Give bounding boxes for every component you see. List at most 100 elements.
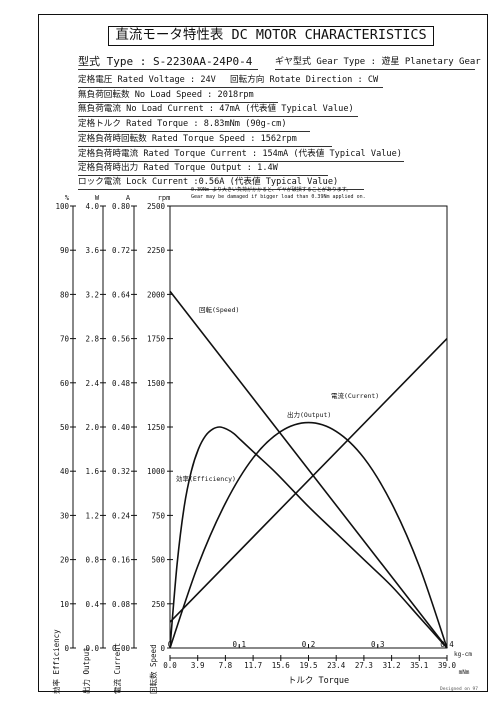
efficiency-tick-label: 100 (55, 202, 69, 211)
output-unit-label: W (95, 194, 100, 202)
current-tick-label: 0.16 (112, 556, 131, 565)
spec-underline (78, 189, 364, 190)
gear-warning-en: Gear may be damaged if bigger load than … (191, 194, 366, 200)
output-tick-label: 2.4 (85, 379, 99, 388)
torque-mnm-tick-label: 19.5 (299, 661, 317, 670)
torque-kgcm-tick-label: 0.3 (371, 640, 385, 649)
current-tick-label: 0.08 (112, 600, 131, 609)
torque-kgcm-tick-label: 0.4 (440, 640, 454, 649)
output-tick-label: 1.2 (85, 511, 99, 520)
spec-rotate-direction: 回転方向 Rotate Direction : CW (230, 75, 379, 85)
spec-rated-torque-output: 定格負荷時出力 Rated Torque Output : 1.4W (78, 163, 278, 173)
current-tick-label: 0.32 (112, 467, 130, 476)
efficiency-unit-label: % (65, 194, 70, 202)
efficiency-tick-label: 50 (60, 423, 70, 432)
torque-axis-title: トルク Torque (288, 676, 349, 686)
spec-underline (78, 102, 278, 103)
speed-tick-label: 250 (151, 600, 165, 609)
current-tick-label: 0.72 (112, 246, 130, 255)
torque-mnm-tick-label: 23.4 (327, 661, 346, 670)
current-tick-label: 0.24 (112, 511, 131, 520)
series-label-1: 電流(Current) (331, 391, 379, 400)
output-tick-label: 2.8 (85, 335, 99, 344)
torque-mnm-unit: mNm (459, 669, 470, 676)
torque-mnm-tick-label: 39.0 (438, 661, 457, 670)
series-line-1 (169, 338, 448, 623)
page-title: 直流モータ特性表 DC MOTOR CHARACTERISTICS (108, 26, 434, 46)
series-line-0 (169, 290, 448, 649)
torque-mnm-tick-label: 7.8 (219, 661, 233, 670)
series-line-2 (169, 421, 448, 649)
spec-no-load-speed: 無負荷回転数 No Load Speed : 2018rpm (78, 90, 254, 100)
efficiency-tick-label: 90 (60, 246, 70, 255)
spec-underline (78, 161, 404, 162)
designer-note: Designed on 97 (440, 687, 478, 692)
spec-rated-torque-current: 定格負荷時電流 Rated Torque Current : 154mA (代表… (78, 149, 402, 159)
efficiency-tick-label: 40 (60, 467, 70, 476)
output-tick-label: 3.6 (85, 246, 99, 255)
current-tick-label: 0.00 (112, 644, 131, 653)
speed-tick-label: 2250 (147, 246, 166, 255)
spec-underline (78, 146, 332, 147)
torque-mnm-tick-label: 27.3 (355, 661, 373, 670)
torque-mnm-tick-label: 31.2 (383, 661, 401, 670)
efficiency-tick-label: 80 (60, 290, 70, 299)
spec-no-load-current: 無負荷電流 No Load Current : 47mA (代表値 Typica… (78, 104, 354, 114)
speed-unit-label: rpm (158, 194, 171, 202)
output-axis-title: 出力 Output (81, 647, 91, 694)
output-tick-label: 0.0 (85, 644, 99, 653)
spec-lock-current: ロック電流 Lock Current :0.56A (代表値 Typical V… (78, 177, 339, 187)
torque-mnm-tick-label: 11.7 (244, 661, 262, 670)
torque-mnm-tick-label: 3.9 (191, 661, 205, 670)
spec-rated-torque-speed: 定格負荷時回転数 Rated Torque Speed : 1562rpm (78, 134, 297, 144)
gear-underline (275, 69, 475, 70)
current-tick-label: 0.64 (112, 290, 131, 299)
speed-axis-title: 回転数 Speed (148, 644, 158, 694)
speed-tick-label: 2500 (147, 202, 166, 211)
current-tick-label: 0.80 (112, 202, 131, 211)
output-tick-label: 1.6 (85, 467, 99, 476)
output-tick-label: 0.4 (85, 600, 99, 609)
plot-frame (169, 205, 448, 649)
spec-underline (78, 87, 383, 88)
efficiency-tick-label: 30 (60, 511, 70, 520)
torque-kgcm-tick-label: 0.2 (302, 640, 316, 649)
spec-underline (78, 131, 310, 132)
gear-warning-jp: 0.39Nm より大きい負荷がかかると、ギヤが破損することがあります。 (191, 187, 352, 193)
speed-tick-label: 1500 (147, 379, 166, 388)
current-tick-label: 0.40 (112, 423, 131, 432)
speed-tick-label: 1000 (147, 467, 166, 476)
output-tick-label: 3.2 (85, 290, 99, 299)
torque-kgcm-unit: kg-cm (454, 651, 472, 658)
speed-tick-label: 1750 (147, 335, 166, 344)
efficiency-tick-label: 60 (60, 379, 70, 388)
output-tick-label: 0.8 (85, 556, 99, 565)
efficiency-tick-label: 20 (60, 556, 70, 565)
speed-tick-label: 0 (160, 644, 165, 653)
efficiency-axis-title: 効率 Efficiency (51, 629, 61, 694)
torque-mnm-tick-label: 35.1 (410, 661, 428, 670)
model-type: 型式 Type : S-2230AA-24P0-4 (78, 55, 253, 68)
torque-mnm-tick-label: 0.0 (163, 661, 177, 670)
speed-tick-label: 500 (151, 556, 165, 565)
speed-tick-label: 1250 (147, 423, 166, 432)
output-tick-label: 4.0 (85, 202, 99, 211)
series-label-2: 出力(Output) (287, 410, 331, 419)
output-tick-label: 2.0 (85, 423, 99, 432)
efficiency-tick-label: 10 (60, 600, 70, 609)
current-tick-label: 0.48 (112, 379, 131, 388)
model-underline (78, 69, 258, 70)
current-tick-label: 0.56 (112, 335, 131, 344)
sheet-frame (38, 14, 488, 692)
series-label-3: 効率(Efficiency) (176, 474, 236, 483)
spec-underline (78, 175, 328, 176)
efficiency-tick-label: 70 (60, 335, 70, 344)
efficiency-tick-label: 0 (64, 644, 69, 653)
current-unit-label: A (126, 194, 131, 202)
speed-tick-label: 2000 (147, 290, 166, 299)
torque-kgcm-tick-label: 0.1 (232, 640, 246, 649)
gear-type: ギヤ型式 Gear Type : 遊星 Planetary Gear (275, 57, 481, 67)
torque-mnm-tick-label: 15.6 (272, 661, 291, 670)
spec-underline (78, 116, 358, 117)
